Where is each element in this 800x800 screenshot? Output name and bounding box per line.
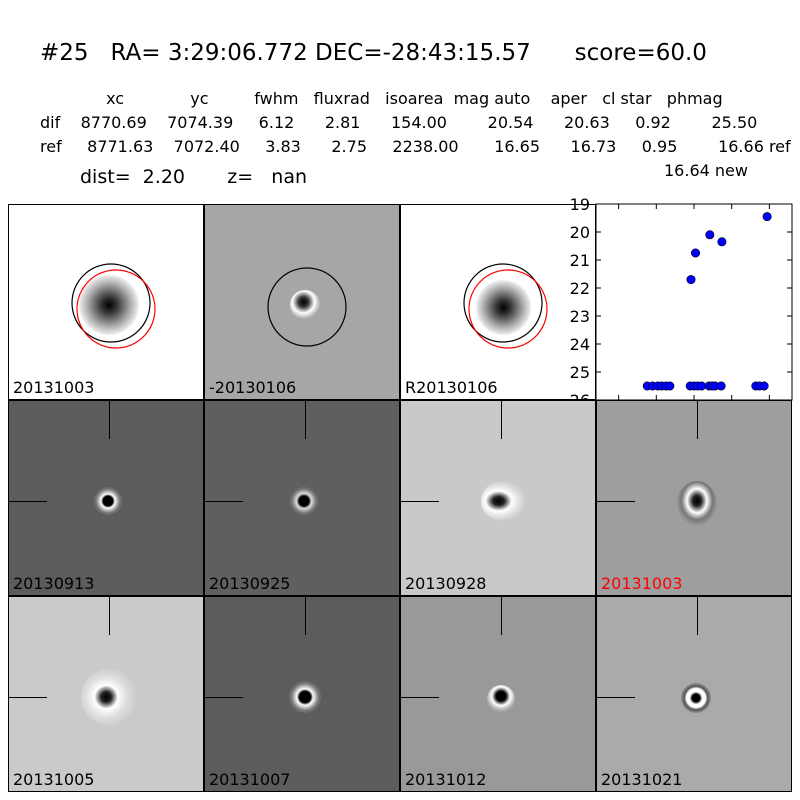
crosshair-horizontal bbox=[401, 501, 439, 502]
source-blob bbox=[476, 280, 531, 335]
stamp-new: 20131003 bbox=[8, 204, 204, 400]
stamp-label: 20130925 bbox=[209, 574, 291, 593]
stamp-epoch: 20130925 bbox=[204, 400, 400, 596]
lightcurve-svg: 1920212223242526-100-50050100 bbox=[570, 196, 793, 422]
data-point bbox=[716, 381, 726, 391]
source-blob bbox=[487, 685, 515, 713]
y-tick-label: 24 bbox=[570, 335, 590, 354]
stamp-epoch: 20131005 bbox=[8, 596, 204, 792]
stamp-label: 20130928 bbox=[405, 574, 487, 593]
ref-row: ref 8771.63 7072.40 3.83 2.75 2238.00 16… bbox=[40, 137, 791, 156]
stamp-label: 20131021 bbox=[601, 770, 683, 789]
data-point bbox=[717, 237, 727, 247]
crosshair-horizontal bbox=[205, 501, 243, 502]
stamp-diff: -20130106 bbox=[204, 204, 400, 400]
source-blob bbox=[289, 681, 321, 713]
crosshair-horizontal bbox=[9, 697, 47, 698]
data-point bbox=[697, 381, 707, 391]
stamp-epoch: 20131012 bbox=[400, 596, 596, 792]
stamp-label: 20131005 bbox=[13, 770, 95, 789]
crosshair-vertical bbox=[501, 401, 502, 439]
aperture-circles bbox=[463, 263, 548, 349]
lightcurve-plot: 1920212223242526-100-50050100 bbox=[556, 196, 800, 428]
y-tick-label: 21 bbox=[570, 251, 590, 270]
crosshair-vertical bbox=[109, 597, 110, 635]
y-tick-label: 25 bbox=[570, 363, 590, 382]
stamp-epoch: 20130928 bbox=[400, 400, 596, 596]
source-blob bbox=[79, 275, 139, 335]
crosshair-horizontal bbox=[597, 697, 635, 698]
stamp-epoch: 20131007 bbox=[204, 596, 400, 792]
stamp-label: 20131003 bbox=[601, 574, 683, 593]
crosshair-vertical bbox=[305, 597, 306, 635]
columns-header: xc yc fwhm fluxrad isoarea mag auto aper… bbox=[40, 89, 723, 108]
y-tick-label: 20 bbox=[570, 223, 590, 242]
source-blob bbox=[94, 487, 122, 515]
stamp-label: R20130106 bbox=[405, 378, 498, 397]
dif-row: dif 8770.69 7074.39 6.12 2.81 154.00 20.… bbox=[40, 113, 758, 132]
data-point bbox=[705, 230, 715, 240]
crosshair-vertical bbox=[501, 597, 502, 635]
candidate-title: #25 RA= 3:29:06.772 DEC=-28:43:15.57 sco… bbox=[40, 40, 707, 66]
data-point bbox=[691, 248, 701, 258]
stamp-label: 20131012 bbox=[405, 770, 487, 789]
stamp-label: 20131003 bbox=[13, 378, 95, 397]
y-tick-label: 19 bbox=[570, 196, 590, 214]
data-point bbox=[759, 381, 769, 391]
crosshair-vertical bbox=[305, 401, 306, 439]
data-point bbox=[686, 275, 696, 285]
aperture-circles bbox=[71, 263, 156, 349]
stamp-label: 20130913 bbox=[13, 574, 95, 593]
data-point bbox=[762, 212, 772, 222]
source-blob bbox=[481, 481, 525, 521]
data-point bbox=[665, 381, 675, 391]
crosshair-vertical bbox=[697, 401, 698, 439]
y-tick-label: 22 bbox=[570, 279, 590, 298]
stamp-epoch-highlight: 20131003 bbox=[596, 400, 792, 596]
stamp-label: 20131007 bbox=[209, 770, 291, 789]
source-blob bbox=[677, 481, 717, 525]
crosshair-horizontal bbox=[597, 501, 635, 502]
source-blob bbox=[290, 290, 320, 320]
stamp-epoch: 20130913 bbox=[8, 400, 204, 596]
new-mag: 16.64 new bbox=[664, 161, 748, 180]
dist-z-line: dist= 2.20 z= nan bbox=[80, 166, 308, 188]
stamp-label: -20130106 bbox=[209, 378, 297, 397]
crosshair-horizontal bbox=[9, 501, 47, 502]
crosshair-horizontal bbox=[205, 697, 243, 698]
crosshair-vertical bbox=[697, 597, 698, 635]
stamp-epoch: 20131021 bbox=[596, 596, 792, 792]
plot-frame bbox=[595, 203, 793, 401]
aperture-circle bbox=[267, 267, 347, 347]
source-blob bbox=[681, 683, 711, 713]
y-tick-label: 23 bbox=[570, 307, 590, 326]
crosshair-horizontal bbox=[401, 697, 439, 698]
source-blob bbox=[81, 669, 137, 725]
source-blob bbox=[290, 487, 318, 515]
crosshair-vertical bbox=[109, 401, 110, 439]
stamp-ref: R20130106 bbox=[400, 204, 596, 400]
